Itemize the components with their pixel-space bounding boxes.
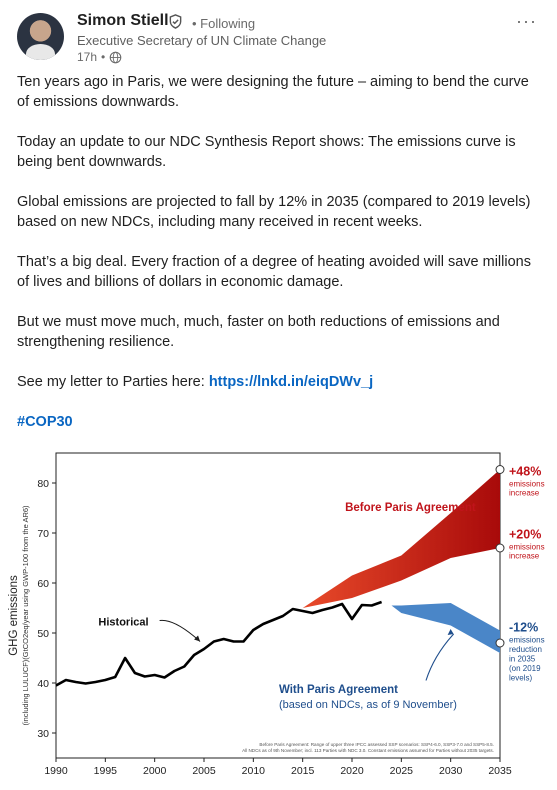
with-paris-note-line: emissions: [509, 636, 545, 645]
author-title: Executive Secretary of UN Climate Change: [77, 33, 327, 48]
annotations: Before Paris Agreement+48%emissionsincre…: [98, 465, 544, 754]
y-axis-label: GHG emissions: [8, 575, 20, 656]
with-paris-label: With Paris Agreement: [279, 684, 398, 696]
post-header: Simon Stiell • Following Executive Secre…: [0, 0, 557, 70]
post-paragraph-2: Today an update to our NDC Synthesis Rep…: [17, 134, 516, 170]
scenario-bands: [302, 469, 500, 653]
y-tick-label: 60: [37, 578, 49, 590]
before-paris-label: Before Paris Agreement: [345, 502, 476, 514]
with-paris-marker: [495, 638, 505, 648]
with-paris-pct-label: -12%: [509, 621, 538, 635]
x-tick-label: 2015: [291, 765, 315, 777]
post-time: 17h: [77, 50, 98, 64]
post-paragraph-4: That’s a big deal. Every fraction of a d…: [17, 254, 531, 290]
post-paragraph-6: See my letter to Parties here: https://l…: [17, 374, 374, 390]
with-paris-note-line: levels): [509, 674, 532, 683]
x-tick-label: 1990: [44, 765, 68, 777]
with-paris-note-line: in 2035: [509, 655, 536, 664]
historical-line: [55, 600, 383, 687]
emissions-chart[interactable]: 30 40 50 60 70 80 1990 1995 2000 2005 2010 2015 2020…: [0, 446, 557, 785]
lower-pct-label: +20%: [509, 528, 541, 542]
post-paragraph-1: Ten years ago in Paris, we were designin…: [17, 74, 529, 110]
x-tick-label: 2035: [488, 765, 512, 777]
globe-icon: [109, 51, 122, 63]
historical-arrow: [159, 619, 201, 642]
with-paris-note-line: (on 2019: [509, 664, 541, 673]
before-upper-marker: [495, 465, 505, 474]
x-tick-label: 1995: [94, 765, 118, 777]
x-tick-label: 2010: [242, 765, 266, 777]
post-paragraph-3: Global emissions are projected to fall b…: [17, 194, 531, 230]
avatar[interactable]: [17, 13, 64, 60]
upper-note-line2: increase: [509, 489, 540, 498]
x-tick-label: 2030: [439, 765, 463, 777]
dot-separator: •: [192, 16, 201, 31]
y-tick-label: 40: [37, 678, 49, 690]
verified-badge-icon: [169, 14, 182, 29]
before-lower-marker: [495, 543, 505, 553]
y-axis-sublabel: (including LULUCF)(GtCO2eq/year using GW…: [21, 505, 30, 726]
lower-note-line2: increase: [509, 552, 540, 561]
author-name[interactable]: Simon Stiell: [77, 12, 169, 29]
before-paris-band: [302, 469, 500, 608]
x-tick-label: 2000: [143, 765, 167, 777]
historical-label: Historical: [98, 617, 148, 629]
chart-svg: 30 40 50 60 70 80 1990 1995 2000 2005 2010 2015 2020…: [8, 452, 545, 777]
with-paris-band: [391, 603, 500, 653]
letter-link[interactable]: https://lnkd.in/eiqDWv_j: [208, 374, 374, 390]
with-paris-sublabel: (based on NDCs, as of 9 November): [279, 699, 457, 711]
ellipsis-icon[interactable]: ···: [516, 11, 537, 31]
y-tick-label: 50: [37, 628, 49, 640]
post-paragraph-7: #COP30: [17, 412, 537, 432]
x-tick-label: 2020: [340, 765, 364, 777]
with-paris-note-line: reduction: [509, 645, 542, 654]
upper-note-line1: emissions: [509, 480, 545, 489]
plot-frame: [55, 452, 501, 759]
chart-footnote-2: All NDCs as of 9th November; incl. 113 P…: [242, 748, 494, 753]
chart-footnote-1: Before Paris Agreement: Range of upper t…: [259, 742, 494, 747]
x-tick-label: 2025: [390, 765, 414, 777]
follow-status[interactable]: • Following: [192, 16, 256, 31]
axes: 30 40 50 60 70 80 1990 1995 2000 2005 2010 2015 2020…: [8, 452, 512, 777]
x-tick-label: 2005: [192, 765, 216, 777]
historical-arrowhead: [194, 635, 201, 642]
lower-note-line1: emissions: [509, 543, 545, 552]
historical-series: [55, 600, 383, 687]
with-paris-arrowhead: [447, 629, 454, 635]
post-paragraph-5: But we must move much, much, faster on b…: [17, 314, 500, 350]
post-body: Ten years ago in Paris, we were designin…: [17, 72, 537, 452]
hashtag-cop30[interactable]: #COP30: [17, 414, 73, 430]
upper-pct-label: +48%: [509, 465, 541, 479]
y-tick-label: 30: [37, 728, 49, 740]
y-tick-label: 80: [37, 478, 49, 490]
post-meta: 17h •: [77, 50, 122, 64]
y-tick-label: 70: [37, 528, 49, 540]
meta-separator: •: [101, 50, 106, 64]
with-paris-arrow: [425, 633, 455, 681]
